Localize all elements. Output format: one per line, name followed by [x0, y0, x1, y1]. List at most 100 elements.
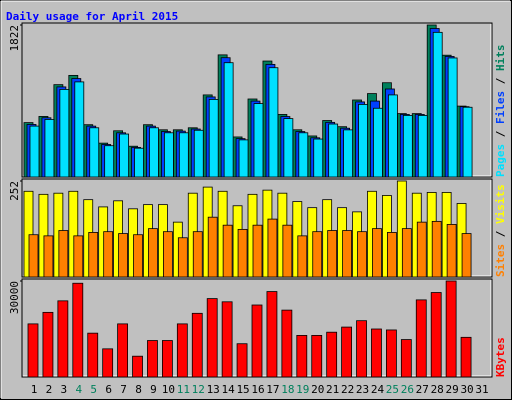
legend-entry: Files: [494, 91, 507, 124]
x-tick-label: 13: [207, 383, 220, 396]
bar: [312, 231, 323, 278]
bar: [103, 231, 114, 278]
bar: [311, 334, 323, 378]
bar: [118, 233, 128, 278]
x-tick-label: 26: [401, 383, 414, 396]
bar: [238, 139, 249, 178]
bar: [119, 133, 129, 178]
x-tick-label: 22: [341, 383, 354, 396]
x-tick-label: 29: [446, 383, 459, 396]
bar: [373, 107, 383, 178]
bar: [461, 233, 472, 278]
bar: [432, 31, 443, 178]
bar: [267, 218, 278, 278]
x-tick-label: 4: [75, 383, 82, 396]
bar: [415, 299, 427, 378]
legend: Sites / Visits: [494, 184, 507, 277]
legend-entry: Visits: [494, 184, 507, 224]
bar: [223, 62, 234, 178]
bar: [431, 220, 442, 278]
bar: [193, 129, 204, 178]
bar: [282, 224, 293, 278]
legend-entry: Pages: [494, 144, 507, 177]
bar: [387, 94, 398, 178]
x-tick-label: 27: [416, 383, 429, 396]
bar: [296, 334, 308, 378]
y-tick-label: 30000: [8, 281, 21, 314]
bar: [102, 348, 114, 378]
x-tick-label: 23: [356, 383, 369, 396]
x-tick-label: 15: [236, 383, 249, 396]
y-tick-label: 252: [8, 181, 21, 201]
x-tick-label: 1: [31, 383, 38, 396]
legend-entry: KBytes: [494, 337, 507, 377]
bar: [417, 115, 428, 178]
bar: [372, 228, 382, 278]
x-tick-label: 16: [251, 383, 264, 396]
x-tick-label: 28: [431, 383, 444, 396]
bar: [401, 228, 412, 278]
bar: [177, 237, 188, 278]
x-tick-label: 10: [162, 383, 175, 396]
bar: [237, 228, 248, 278]
x-tick-label: 12: [192, 383, 205, 396]
bar: [207, 216, 218, 278]
bar: [446, 224, 457, 278]
bar: [447, 57, 458, 178]
bar: [29, 125, 40, 178]
bar: [253, 103, 264, 178]
bar: [206, 298, 218, 378]
bar: [252, 224, 263, 278]
bar: [134, 147, 144, 178]
bar: [148, 228, 158, 278]
bar: [73, 235, 84, 278]
bar: [59, 89, 70, 178]
legend-separator: /: [494, 71, 507, 91]
bar: [462, 106, 473, 178]
bar: [343, 129, 354, 178]
bar: [72, 282, 84, 378]
bar: [28, 234, 39, 278]
bar: [416, 221, 427, 278]
x-tick-label: 6: [105, 383, 112, 396]
bar: [44, 119, 55, 178]
bar: [402, 115, 413, 178]
bar: [162, 231, 173, 278]
bar: [178, 132, 189, 178]
bar: [74, 81, 85, 178]
legend-entry: Sites: [494, 244, 507, 277]
bar: [281, 309, 293, 378]
bar: [313, 138, 324, 178]
bar: [268, 67, 279, 178]
bar: [266, 291, 278, 378]
legend: KBytes: [494, 337, 507, 377]
x-tick-label: 18: [281, 383, 294, 396]
bar: [147, 340, 158, 378]
bar: [57, 300, 69, 378]
legend-separator: /: [494, 124, 507, 144]
x-tick-label: 20: [311, 383, 324, 396]
legend-entry: Hits: [494, 45, 507, 72]
bar: [251, 304, 263, 378]
x-tick-label: 19: [296, 383, 309, 396]
x-tick-label: 5: [90, 383, 97, 396]
bar: [445, 280, 457, 378]
bar: [358, 104, 368, 178]
x-tick-label: 3: [61, 383, 68, 396]
bar: [283, 118, 294, 178]
bar: [163, 132, 174, 178]
bar: [356, 320, 367, 378]
bar: [192, 231, 203, 278]
bar: [221, 301, 233, 378]
bar: [342, 230, 353, 278]
x-tick-label: 21: [326, 383, 339, 396]
x-tick-label: 31: [475, 383, 488, 396]
bar: [297, 235, 308, 278]
bar: [149, 127, 159, 178]
bar: [371, 328, 382, 378]
bar: [88, 232, 99, 278]
bar: [42, 311, 54, 378]
x-tick-label: 24: [371, 383, 385, 396]
bar: [386, 232, 397, 278]
bar: [298, 132, 309, 178]
